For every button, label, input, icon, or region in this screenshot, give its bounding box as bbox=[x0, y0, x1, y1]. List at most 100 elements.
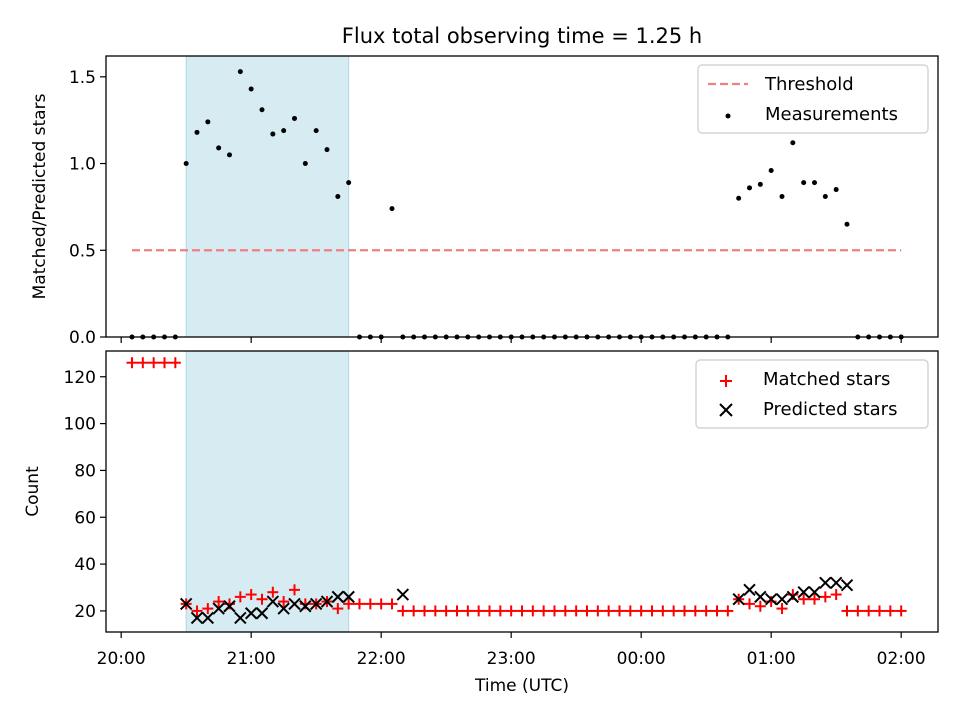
bottom-ytick-label: 100 bbox=[64, 415, 96, 435]
measurement-point bbox=[833, 187, 839, 193]
predicted-star-point bbox=[829, 576, 843, 590]
measurement-point bbox=[812, 180, 817, 186]
bottom-ytick-label: 60 bbox=[74, 508, 96, 528]
matched-star-point bbox=[332, 603, 344, 615]
matched-star-point bbox=[744, 598, 755, 610]
matched-star-point bbox=[386, 598, 398, 610]
bottom-legend-box bbox=[695, 359, 929, 429]
matched-star-point bbox=[245, 589, 257, 601]
matched-star-point bbox=[614, 605, 625, 617]
matched-star-point bbox=[516, 605, 528, 617]
predicted-star-point bbox=[840, 578, 854, 592]
matched-star-point bbox=[169, 357, 181, 369]
matched-star-point bbox=[592, 605, 604, 617]
predicted-star-point bbox=[255, 607, 269, 620]
predicted-star-point bbox=[266, 595, 280, 608]
top-ytick-label: 0.5 bbox=[69, 241, 96, 261]
predicted-star-point bbox=[743, 583, 756, 597]
top-plot-frame bbox=[105, 55, 939, 338]
matched-star-point bbox=[776, 603, 788, 615]
observing-window-shade bbox=[185, 55, 350, 338]
top-ytick-label: 1.0 bbox=[69, 155, 96, 175]
legend-predicted-swatch bbox=[719, 403, 733, 417]
predicted-star-point bbox=[320, 595, 334, 608]
measurement-point bbox=[736, 195, 742, 201]
matched-star-point bbox=[191, 605, 203, 617]
matched-star-point bbox=[159, 357, 170, 369]
matched-star-point bbox=[494, 605, 506, 617]
predicted-star-point bbox=[808, 585, 821, 599]
predicted-star-point bbox=[277, 602, 290, 615]
matched-star-point bbox=[852, 605, 864, 617]
matched-star-point bbox=[559, 605, 571, 617]
predicted-star-point bbox=[819, 576, 832, 590]
legend-matched-swatch bbox=[720, 375, 732, 387]
predicted-star-point bbox=[179, 597, 193, 611]
matched-star-point bbox=[603, 605, 615, 617]
predicted-star-point bbox=[764, 593, 778, 606]
measurement-point bbox=[194, 129, 200, 135]
xtick-label-23-00: 23:00 bbox=[487, 649, 536, 669]
matched-star-point bbox=[364, 598, 376, 610]
bottom-panel: 20 40 60 80 100 120 20:00 21:00 22:00 23:00 00:00… bbox=[23, 350, 939, 696]
bottom-legend: Matched stars Predicted stars bbox=[695, 359, 929, 429]
top-ytick-label: 0.0 bbox=[69, 328, 96, 348]
matched-star-point bbox=[679, 605, 690, 617]
matched-star-point bbox=[809, 593, 820, 605]
bottom-ytick-label: 20 bbox=[74, 602, 96, 622]
matched-star-point bbox=[700, 605, 712, 617]
predicted-star-point bbox=[786, 590, 800, 604]
matched-star-point bbox=[126, 357, 138, 369]
measurement-point bbox=[237, 69, 243, 75]
xtick-label-20-00: 20:00 bbox=[97, 649, 146, 669]
predicted-star-point bbox=[190, 611, 204, 625]
matched-star-point bbox=[473, 605, 485, 617]
matched-star-point bbox=[689, 605, 701, 617]
measurement-point bbox=[779, 194, 785, 199]
xtick-label-01-00: 01:00 bbox=[747, 649, 796, 669]
predicted-star-point bbox=[212, 602, 225, 615]
measurement-point bbox=[346, 180, 352, 186]
matched-star-point bbox=[722, 605, 734, 617]
legend-predicted-label: Predicted stars bbox=[763, 399, 897, 420]
matched-star-point bbox=[462, 605, 474, 617]
measurement-point bbox=[389, 206, 395, 212]
matched-star-point bbox=[874, 605, 885, 617]
matched-star-point bbox=[408, 605, 420, 617]
top-legend-box bbox=[697, 64, 929, 134]
x-axis-label: Time (UTC) bbox=[474, 676, 569, 696]
xtick-label-21-00: 21:00 bbox=[227, 649, 276, 669]
predicted-star-point bbox=[244, 607, 258, 620]
predicted-star-point bbox=[299, 600, 312, 613]
predicted-star-point bbox=[288, 597, 301, 611]
matched-star-point bbox=[863, 605, 875, 617]
matched-star-point bbox=[202, 603, 214, 615]
matched-star-point bbox=[657, 605, 669, 617]
matched-star-point bbox=[484, 605, 495, 617]
xtick-label-00-00: 00:00 bbox=[617, 649, 666, 669]
matched-star-point bbox=[267, 586, 279, 598]
predicted-star-point bbox=[234, 611, 247, 625]
predicted-star-point bbox=[331, 590, 345, 604]
bottom-ytick-label: 80 bbox=[74, 461, 96, 481]
predicted-star-point bbox=[754, 590, 767, 604]
matched-star-point bbox=[884, 605, 896, 617]
matched-star-point bbox=[549, 605, 560, 617]
predicted-star-point bbox=[732, 593, 745, 606]
matched-star-point bbox=[570, 605, 582, 617]
matched-star-point bbox=[819, 591, 831, 603]
measurement-point bbox=[844, 221, 850, 227]
xtick-label-02-00: 02:00 bbox=[877, 649, 926, 669]
matched-star-point bbox=[527, 605, 539, 617]
bottom-y-axis-label: Count bbox=[23, 466, 43, 517]
bottom-ytick-label: 40 bbox=[74, 555, 96, 575]
measurement-point bbox=[281, 128, 287, 134]
legend-measurements-label: Measurements bbox=[765, 104, 898, 125]
bottom-plot-frame bbox=[105, 350, 939, 633]
matched-star-point bbox=[624, 605, 636, 617]
matched-star-point bbox=[375, 598, 387, 610]
matched-star-point bbox=[451, 605, 463, 617]
top-chart-title: Flux total observing time = 1.25 h bbox=[342, 24, 702, 48]
matched-star-point bbox=[429, 605, 441, 617]
